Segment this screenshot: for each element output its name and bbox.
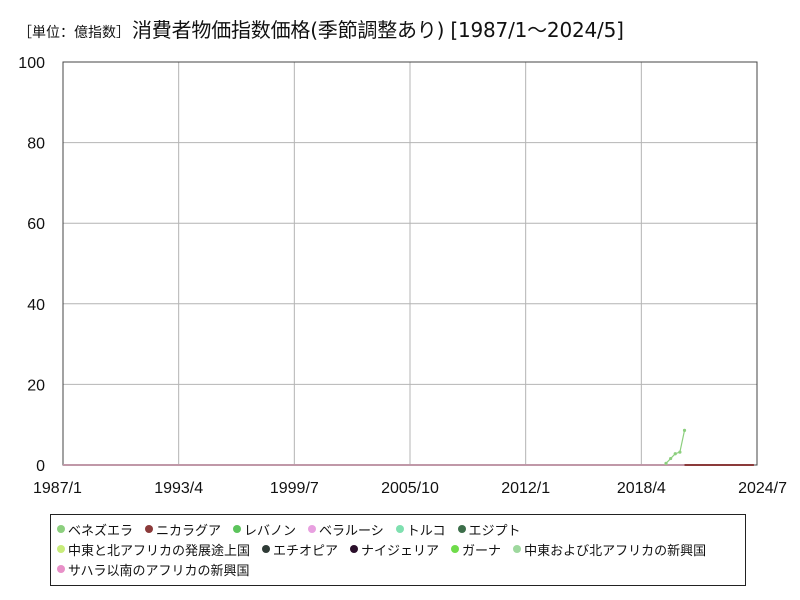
unit-label: ［単位：億指数］ [18,25,130,41]
legend-label: ナイジェリア [361,543,440,559]
legend-label: ガーナ [462,543,502,559]
x-tick-label: 2005/10 [381,480,439,497]
y-tick-label: 20 [27,377,45,394]
y-tick-label: 60 [27,216,45,233]
title-text: 消費者物価指数価格(季節調整あり) [1987/1～2024/5] [132,18,624,42]
x-tick-label: 2012/1 [501,480,550,497]
y-tick-label: 40 [27,297,45,314]
y-tick-label: 0 [36,458,45,475]
x-tick-label: 1993/4 [154,480,203,497]
legend-item: レバノン [233,520,296,539]
legend-label: サハラ以南のアフリカの新興国 [68,563,250,579]
legend-marker-icon [513,545,522,553]
series-point [664,461,668,465]
x-tick-label: 2024/7 [738,480,787,497]
legend: ベネズエラ ニカラグア レバノン ベラルーシ トルコ エジプト 中東と北アフリカの発展途上国… [50,514,746,586]
legend-item: トルコ [395,520,446,539]
legend-item: エジプト [457,520,521,539]
legend-item: エチオピア [262,540,338,559]
legend-item: ベラルーシ [308,520,384,539]
legend-item: サハラ以南のアフリカの新興国 [57,560,249,579]
legend-marker-icon [308,525,317,533]
legend-item: 中東および北アフリカの新興国 [513,540,706,559]
legend-label: ニカラグア [156,523,222,539]
x-tick-label: 2018/4 [617,480,666,497]
series-point [678,450,682,454]
legend-label: ベネズエラ [68,523,134,539]
line-chart: 0 20 40 60 80 100 1987/1 1993/4 1999/7 2005/10 201… [18,55,787,497]
legend-item: ナイジェリア [350,540,439,559]
legend-marker-icon [57,565,65,573]
legend-item: ガーナ [451,540,501,559]
legend-marker-icon [57,525,65,533]
legend-marker-icon [457,525,466,533]
chart-title: ［単位：億指数］ 消費者物価指数価格(季節調整あり) [1987/1～2024/… [18,14,624,42]
series-line [665,430,686,464]
legend-label: ベラルーシ [319,523,384,539]
legend-item: 中東と北アフリカの発展途上国 [57,540,250,559]
legend-label: エチオピア [273,543,339,559]
legend-marker-icon [262,545,271,553]
legend-label: エジプト [468,523,521,539]
legend-row: ベネズエラ ニカラグア レバノン ベラルーシ トルコ エジプト [57,519,739,539]
legend-marker-icon [451,545,460,553]
x-tick-label: 1999/7 [270,480,319,497]
series-point [682,428,687,432]
y-tick-label: 80 [27,136,45,153]
y-tick-label: 100 [18,55,45,72]
series-point [673,452,677,456]
legend-label: 中東および北アフリカの新興国 [524,543,707,559]
legend-row: サハラ以南のアフリカの新興国 [57,559,739,579]
legend-item: ベネズエラ [57,520,133,539]
legend-row: 中東と北アフリカの発展途上国 エチオピア ナイジェリア ガーナ 中東および北アフリカの新… [57,539,739,559]
legend-marker-icon [57,545,65,553]
legend-marker-icon [350,545,359,553]
legend-marker-icon [395,525,404,533]
legend-label: トルコ [406,523,446,539]
legend-label: レバノン [244,523,297,539]
legend-item: ニカラグア [145,520,221,539]
legend-marker-icon [145,525,154,533]
series-point [669,456,673,461]
legend-label: 中東と北アフリカの発展途上国 [68,543,251,559]
legend-marker-icon [233,525,242,533]
x-tick-label: 1987/1 [33,480,82,497]
